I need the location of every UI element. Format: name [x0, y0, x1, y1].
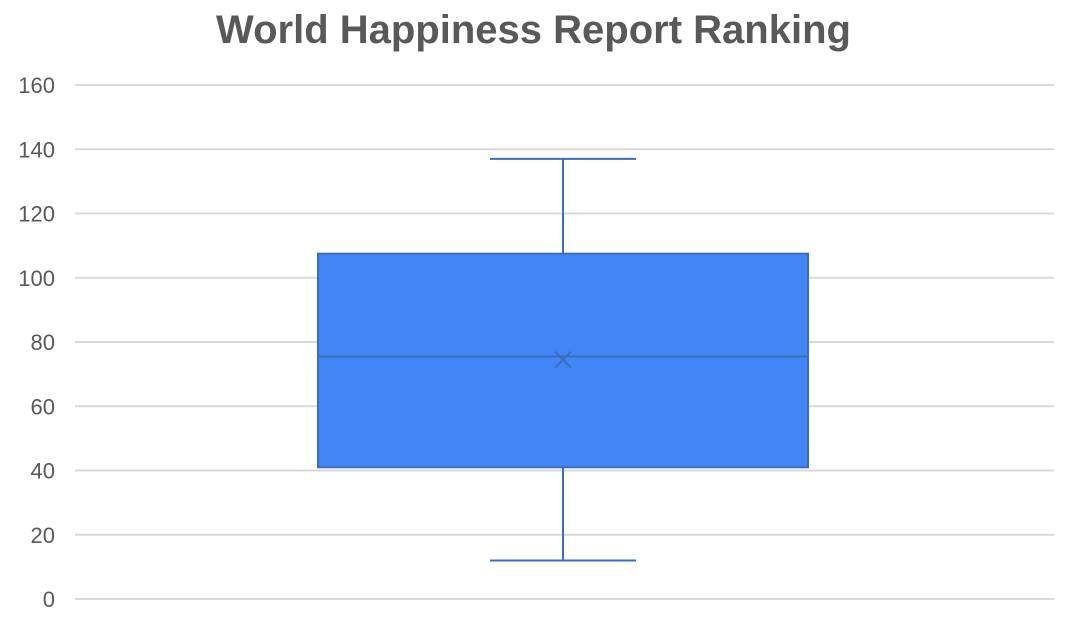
- y-tick-label-20: 20: [31, 523, 55, 548]
- y-tick-label-140: 140: [18, 137, 55, 162]
- chart-title: World Happiness Report Ranking: [216, 8, 851, 52]
- y-tick-label-80: 80: [31, 330, 55, 355]
- y-tick-label-0: 0: [43, 587, 55, 612]
- mean-marker-stroke-b: [554, 350, 572, 369]
- mean-marker: [554, 350, 572, 369]
- y-tick-label-120: 120: [18, 202, 55, 227]
- y-axis-ticks: 0 20 40 60 80 100 120 140 160: [18, 73, 55, 612]
- y-tick-label-60: 60: [31, 394, 55, 419]
- y-tick-label-160: 160: [18, 73, 55, 98]
- y-tick-label-40: 40: [31, 459, 55, 484]
- y-tick-label-100: 100: [18, 266, 55, 291]
- box-plot-series: [317, 157, 809, 562]
